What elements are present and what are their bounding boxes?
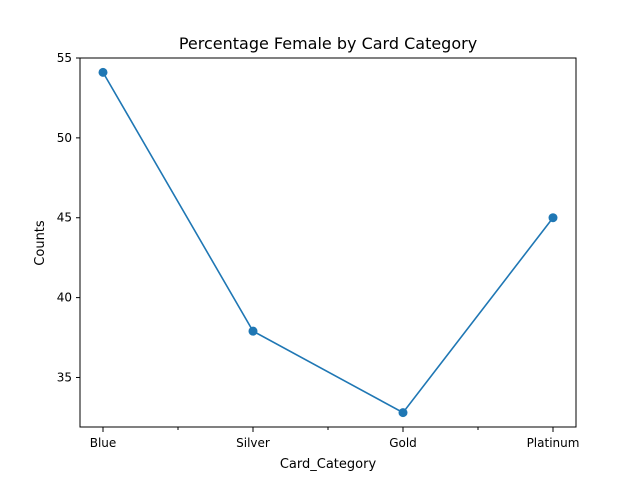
data-point bbox=[398, 408, 408, 418]
series-points bbox=[98, 67, 558, 418]
data-point bbox=[548, 213, 558, 223]
y-tick-label: 55 bbox=[57, 51, 72, 65]
x-tick-label: Silver bbox=[236, 436, 270, 450]
x-tick-label: Gold bbox=[389, 436, 417, 450]
y-axis: 35 40 45 50 55 bbox=[57, 51, 80, 384]
data-point bbox=[248, 326, 258, 336]
chart-title: Percentage Female by Card Category bbox=[179, 34, 477, 53]
x-axis-label: Card_Category bbox=[280, 457, 377, 472]
y-axis-label: Counts bbox=[33, 220, 48, 266]
y-tick-label: 45 bbox=[57, 211, 72, 225]
x-tick-label: Platinum bbox=[527, 436, 580, 450]
x-axis: Blue Silver Gold Platinum bbox=[90, 427, 580, 450]
data-point bbox=[98, 67, 108, 77]
x-tick-label: Blue bbox=[90, 436, 117, 450]
y-tick-label: 40 bbox=[57, 291, 72, 305]
y-tick-label: 50 bbox=[57, 131, 72, 145]
y-tick-label: 35 bbox=[57, 370, 72, 384]
series-line bbox=[102, 71, 554, 414]
